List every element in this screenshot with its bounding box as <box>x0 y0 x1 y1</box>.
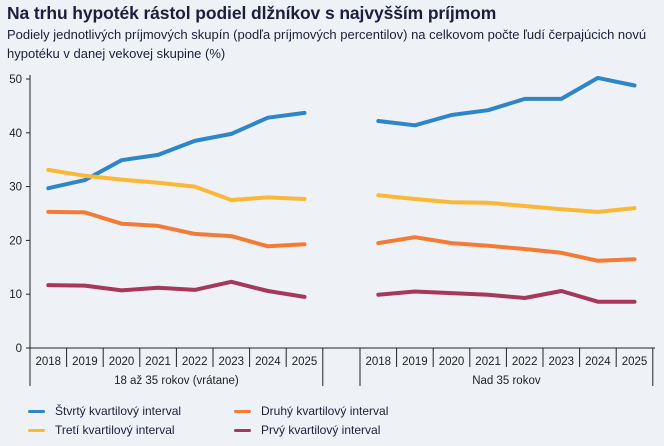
legend-item: Tretí kvartilový interval <box>28 422 234 438</box>
x-axis-labels: 2018 2019 2020 2021 2022 2023 2024 2025 18 až 35… <box>36 356 648 387</box>
chart-title: Na trhu hypoték rástol podiel dlžníkov s… <box>7 3 497 23</box>
chart-subtitle: Podiely jednotlivých príjmových skupín (… <box>7 27 647 61</box>
x-tick-label: 2025 <box>292 356 318 368</box>
y-tick-label: 50 <box>9 74 22 86</box>
legend: Štvrtý kvartilový interval Druhý kvartil… <box>28 403 434 438</box>
legend-swatch <box>234 428 251 432</box>
x-tick-label: 2018 <box>36 356 62 368</box>
legend-swatch <box>28 428 45 432</box>
series-line <box>46 279 307 299</box>
legend-label: Druhý kvartilový interval <box>261 404 389 418</box>
y-tick-label: 40 <box>9 128 22 140</box>
x-tick-label: 2019 <box>72 356 98 368</box>
x-tick-label: 2019 <box>402 356 428 368</box>
series-line <box>46 167 307 202</box>
y-tick-label: 20 <box>9 235 22 247</box>
y-tick-label: 0 <box>16 343 22 355</box>
y-tick-label: 10 <box>9 289 22 301</box>
x-tick-label: 2021 <box>145 356 171 368</box>
x-tick-label: 2024 <box>585 356 611 368</box>
legend-swatch <box>28 409 45 413</box>
legend-label: Prvý kvartilový interval <box>261 423 381 437</box>
x-tick-label: 2023 <box>549 356 575 368</box>
x-tick-label: 2023 <box>219 356 245 368</box>
legend-label: Tretí kvartilový interval <box>55 423 175 437</box>
x-tick-label: 2022 <box>182 356 208 368</box>
x-tick-label: 2020 <box>109 356 135 368</box>
legend-item: Prvý kvartilový interval <box>234 422 434 438</box>
legend-label: Štvrtý kvartilový interval <box>55 404 182 418</box>
legend-item: Štvrtý kvartilový interval <box>28 403 234 419</box>
y-tick-label: 30 <box>9 182 22 194</box>
series-line <box>376 289 637 304</box>
x-tick-label: 2020 <box>439 356 465 368</box>
legend-swatch <box>234 409 251 413</box>
series-lines <box>46 75 637 304</box>
axes: 0 10 20 30 40 50 <box>9 74 655 386</box>
x-tick-label: 2024 <box>255 356 281 368</box>
series-line <box>376 235 637 263</box>
x-tick-label: 2021 <box>475 356 501 368</box>
series-line <box>376 193 637 214</box>
x-tick-label: 2018 <box>366 356 392 368</box>
x-group-label: 18 až 35 rokov (vrátane) <box>114 375 239 387</box>
x-tick-label: 2022 <box>512 356 538 368</box>
x-tick-label: 2025 <box>622 356 648 368</box>
series-line <box>376 75 637 128</box>
line-chart: 0 10 20 30 40 50 2018 2019 2020 2021 2022 2023 2024… <box>9 74 655 387</box>
series-line <box>46 209 307 249</box>
legend-item: Druhý kvartilový interval <box>234 403 434 419</box>
x-group-label: Nad 35 rokov <box>472 375 541 387</box>
